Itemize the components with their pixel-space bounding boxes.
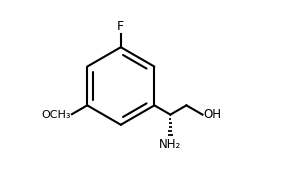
Text: OCH₃: OCH₃ (42, 110, 71, 120)
Text: NH₂: NH₂ (159, 137, 181, 151)
Text: F: F (117, 20, 124, 33)
Text: OH: OH (204, 108, 222, 121)
